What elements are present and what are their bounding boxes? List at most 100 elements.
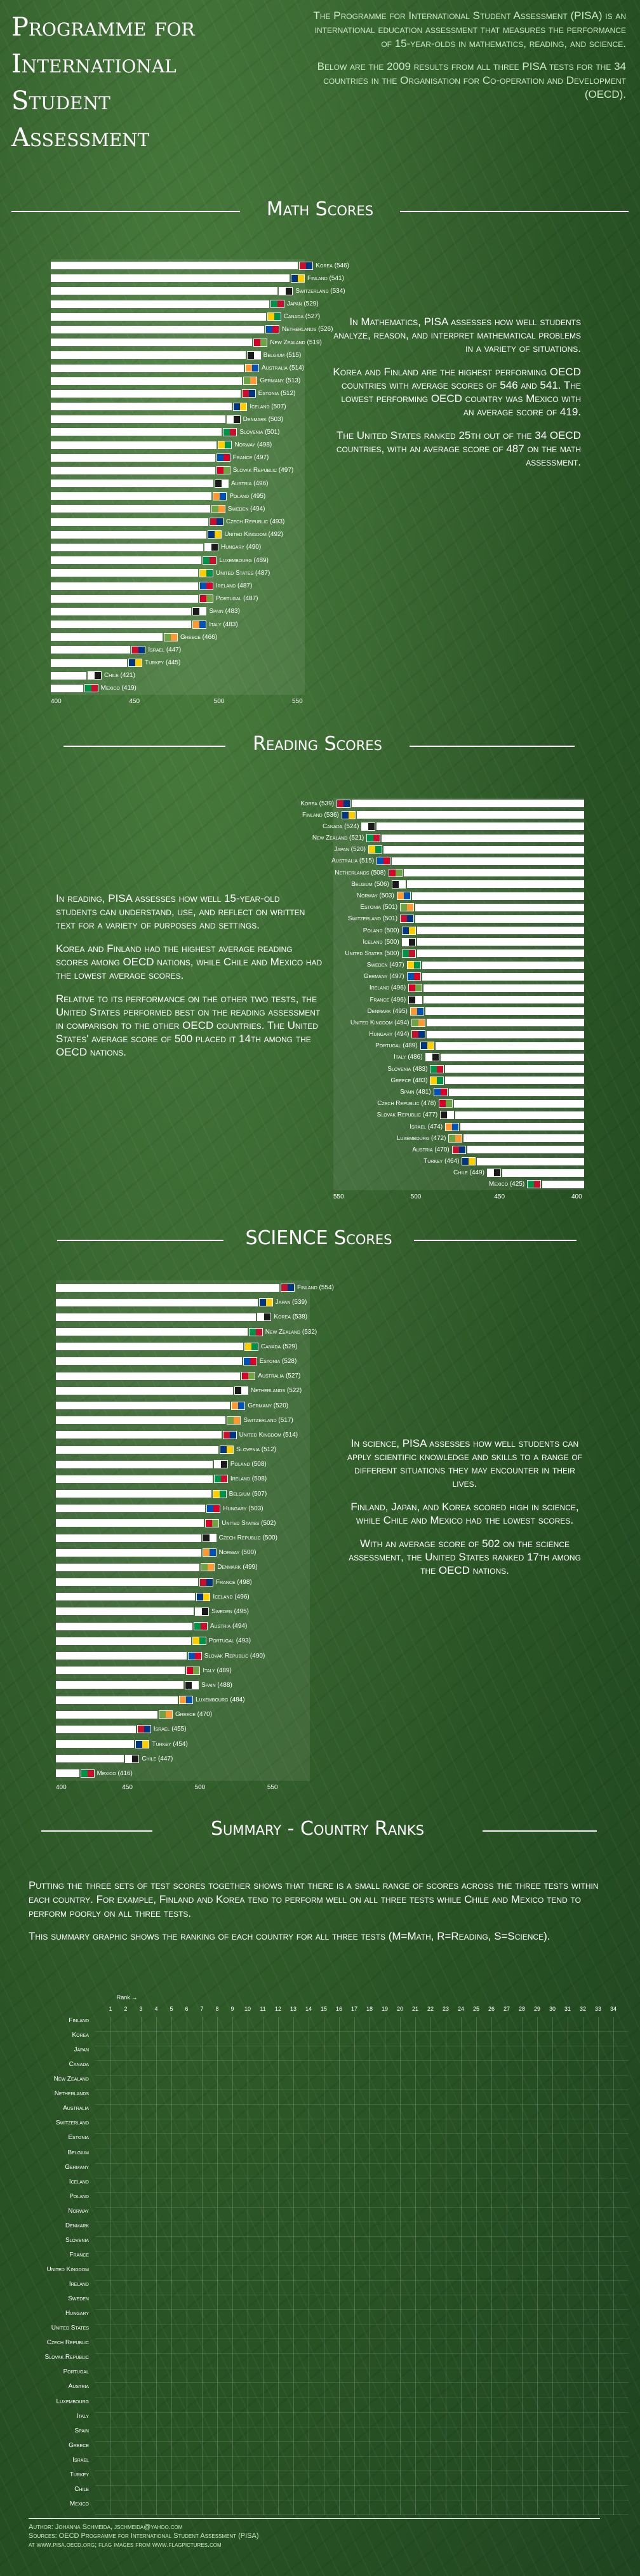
reading-bar: [542, 1180, 584, 1188]
rank-column-label: 21: [411, 2006, 418, 2012]
rank-column-label: 29: [533, 2006, 540, 2012]
rank-grid-line: [430, 2017, 431, 2515]
math-divider-left: [11, 211, 240, 212]
reading-tick-label: 400: [571, 1193, 582, 1200]
reading-bar-label: Mexico (425): [488, 1181, 525, 1188]
science-bar-label: Finland (554): [297, 1284, 334, 1292]
reading-bar-label: Israel (474): [410, 1123, 443, 1130]
math-bar: [51, 415, 225, 424]
rank-row-label: Slovenia: [65, 2236, 89, 2244]
rank-summary-grid: Rank → 1 2 3 4 5 6 7 8 9 10 11 12 13 14 15 16 17 18 19 20 21 2…: [6, 1994, 632, 2515]
intro-text: The Programme for International Student …: [303, 9, 626, 102]
science-bar: [56, 1284, 279, 1292]
rank-row-label: Netherlands: [54, 2090, 89, 2098]
reading-bar-label: Slovak Republic (477): [377, 1111, 438, 1119]
credits-line-2: Sources: OECD Programme for Internationa…: [29, 2532, 259, 2540]
math-bar: [51, 325, 264, 333]
rank-row-label: Belgium: [67, 2149, 89, 2156]
science-bar-label: Hungary (503): [223, 1505, 263, 1512]
reading-bar-label: Ireland (496): [369, 984, 406, 992]
reading-flag-icon: [341, 810, 356, 819]
science-bar: [56, 1725, 136, 1733]
rank-row-label: New Zealand: [53, 2076, 89, 2083]
rank-row-line: [95, 2338, 629, 2340]
reading-bar-label: Japan (520): [334, 846, 366, 854]
rank-grid-line: [537, 2017, 538, 2515]
reading-flag-icon: [430, 1064, 444, 1073]
science-bar: [56, 1475, 213, 1483]
reading-flag-icon: [411, 1018, 426, 1027]
science-flag-icon: [187, 1651, 202, 1660]
reading-bar-label: Estonia (501): [360, 904, 398, 911]
reading-bar-label: Slovenia (483): [387, 1065, 428, 1073]
reading-flag-icon: [361, 822, 376, 831]
rank-grid-line: [415, 2017, 416, 2515]
science-bar: [56, 1431, 222, 1439]
reading-flag-icon: [406, 972, 421, 981]
science-bar-label: Germany (520): [248, 1402, 289, 1409]
science-bar: [56, 1416, 226, 1425]
reading-bar: [422, 972, 584, 981]
math-flag-icon: [243, 377, 258, 386]
rank-grid-line: [293, 2017, 294, 2515]
science-bar-label: Belgium (507): [229, 1490, 267, 1498]
reading-bar-label: Germany (497): [363, 973, 404, 981]
science-bar: [56, 1534, 201, 1542]
rank-column-label: 28: [518, 2006, 525, 2012]
science-flag-icon: [193, 1622, 208, 1631]
rank-row-label: Sweden: [68, 2295, 89, 2303]
reading-bar-chart: Korea (539) Finland (536) Canada (524) New …: [300, 798, 584, 1204]
math-flag-icon: [192, 620, 207, 629]
science-flag-icon: [186, 1666, 201, 1675]
rank-column-label: 9: [230, 2006, 234, 2012]
rank-row-line: [95, 2206, 629, 2208]
science-bar: [56, 1446, 218, 1454]
credits-line-1: Author: Johanna Schmeida, jschmeida@yaho…: [29, 2523, 183, 2531]
rank-row-line: [95, 2412, 629, 2413]
rank-column-label: 20: [396, 2006, 403, 2012]
reading-text: In reading, PISA assesses how well 15-ye…: [56, 892, 323, 1069]
math-bar: [51, 453, 215, 462]
math-flag-icon: [164, 633, 178, 641]
summary-divider-right: [483, 1830, 597, 1832]
rank-column-label: 24: [457, 2006, 464, 2012]
math-tick-label: 500: [213, 698, 225, 705]
rank-row-label: Czech Republic: [46, 2339, 89, 2347]
reading-tick-label: 500: [410, 1193, 422, 1200]
science-flag-icon: [241, 1372, 256, 1381]
math-flag-icon: [226, 415, 241, 424]
math-flag-icon: [216, 453, 230, 462]
rank-row-label: United Kingdom: [46, 2266, 89, 2273]
rank-grid-line: [156, 2017, 157, 2515]
rank-row-label: Spain: [74, 2427, 90, 2434]
math-bar: [51, 505, 210, 513]
math-flag-icon: [265, 325, 279, 334]
reading-bar-label: Chile (449): [453, 1169, 484, 1177]
science-bar-label: Luxembourg (484): [196, 1696, 245, 1704]
reading-bar: [425, 1007, 584, 1016]
math-bar: [51, 480, 213, 488]
rank-row-label: Portugal: [63, 2368, 89, 2376]
science-bar-label: Netherlands (522): [250, 1387, 302, 1395]
reading-bar-label: Austria (470): [412, 1146, 450, 1153]
reading-bar-label: Spain (481): [400, 1089, 431, 1096]
science-bar: [56, 1386, 233, 1395]
rank-grid-line: [354, 2017, 355, 2515]
math-bar: [51, 594, 198, 603]
math-bar-label: United States (487): [216, 569, 270, 577]
science-flag-icon: [185, 1680, 199, 1689]
science-text: In science, PISA assesses how well stude…: [347, 1437, 583, 1587]
rank-row-label: Turkey: [69, 2471, 89, 2478]
math-paragraph-2: Korea and Finland are the highest perfor…: [333, 366, 581, 418]
science-bar: [56, 1696, 178, 1704]
rank-column-label: 5: [170, 2006, 173, 2012]
science-bar: [56, 1578, 198, 1587]
reading-bar-label: Denmark (495): [367, 1007, 408, 1015]
rank-row-line: [95, 2455, 629, 2457]
reading-bar-label: United States (500): [345, 949, 399, 957]
reading-paragraph-1: In reading, PISA assesses how well 15-ye…: [56, 892, 305, 931]
reading-section-title: Reading Scores: [253, 733, 382, 755]
science-flag-icon: [202, 1548, 217, 1557]
math-bar: [51, 262, 298, 270]
math-bar-label: Luxembourg (489): [219, 556, 269, 564]
